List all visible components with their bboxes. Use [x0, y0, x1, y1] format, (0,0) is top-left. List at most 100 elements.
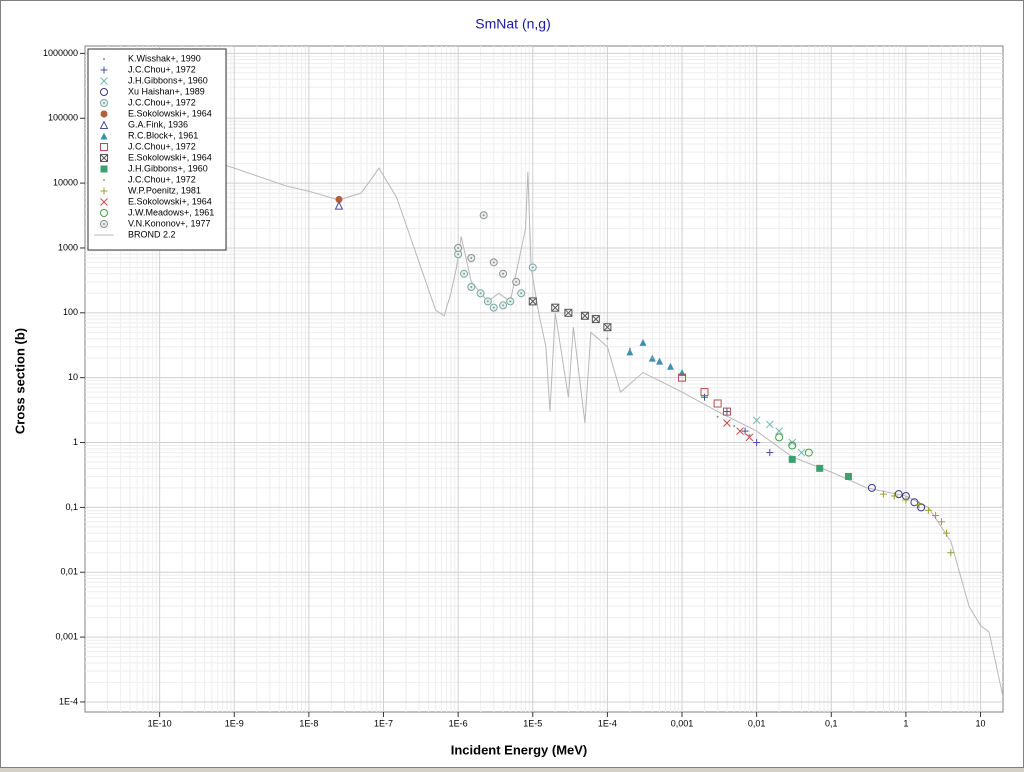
- data-point: [748, 434, 751, 437]
- legend-label: J.H.Gibbons+, 1960: [128, 163, 208, 173]
- data-point: [788, 441, 797, 450]
- data-point: [775, 427, 783, 435]
- legend-marker: [100, 154, 108, 162]
- data-point: [723, 419, 731, 427]
- marker-part: [492, 261, 495, 264]
- data-point: [476, 289, 485, 298]
- marker-part: [775, 427, 783, 435]
- marker-part: [745, 433, 754, 442]
- marker-part: [748, 434, 751, 437]
- data-point: [591, 315, 600, 324]
- data-point: [467, 283, 476, 292]
- marker-part: [100, 143, 108, 151]
- legend-marker: [100, 77, 108, 85]
- data-point: [528, 263, 537, 272]
- legend-label: J.C.Chou+, 1972: [128, 97, 196, 107]
- marker-part: [591, 315, 600, 323]
- data-point: [733, 424, 736, 427]
- marker-part: [716, 415, 719, 418]
- marker-part: [651, 357, 654, 360]
- data-point: [639, 338, 647, 346]
- legend-box: [87, 48, 227, 251]
- data-point: [752, 416, 761, 425]
- data-point: [517, 289, 526, 298]
- marker-part: [531, 266, 534, 269]
- x-tick-label: 1E-9: [225, 718, 244, 728]
- marker-part: [564, 308, 573, 317]
- data-point: [460, 269, 469, 278]
- data-point: [745, 433, 754, 442]
- marker-part: [733, 424, 736, 427]
- y-tick-label: 1: [73, 437, 78, 447]
- marker-part: [775, 433, 784, 442]
- marker-part: [591, 315, 600, 324]
- marker-part: [100, 209, 108, 217]
- marker-part: [656, 357, 664, 365]
- series-layer: [211, 160, 1003, 697]
- marker-part: [335, 195, 343, 203]
- data-point: [489, 303, 498, 312]
- legend-label: V.N.Kononov+, 1977: [128, 218, 211, 228]
- marker-part: [479, 292, 482, 295]
- data-point: [335, 195, 343, 203]
- data-point: [666, 362, 674, 370]
- marker-part: [797, 448, 806, 457]
- data-point: [512, 277, 521, 286]
- data-point: [564, 308, 573, 317]
- data-point: [932, 511, 940, 519]
- marker-part: [103, 58, 105, 60]
- legend-marker: [100, 198, 108, 206]
- y-tick-label: 1000000: [43, 48, 78, 58]
- data-point: [890, 492, 898, 500]
- legend-label: K.Wisshak+, 1990: [128, 53, 201, 63]
- data-point: [924, 506, 932, 514]
- legend-label: R.C.Block+, 1961: [128, 130, 198, 140]
- data-point: [938, 518, 946, 526]
- data-point: [894, 490, 903, 499]
- y-tick-label: 0,001: [55, 631, 78, 641]
- data-point: [947, 549, 955, 557]
- legend-label: E.Sokolowski+, 1964: [128, 152, 212, 162]
- marker-part: [564, 308, 573, 317]
- legend-marker: [100, 187, 108, 195]
- marker-part: [100, 88, 108, 96]
- data-point: [788, 438, 797, 447]
- marker-part: [457, 253, 460, 256]
- marker-part: [910, 498, 919, 507]
- marker-part: [502, 304, 505, 307]
- marker-part: [606, 337, 609, 340]
- data-point: [528, 297, 537, 306]
- data-point: [656, 357, 664, 365]
- legend-marker: [100, 143, 108, 151]
- marker-part: [628, 347, 631, 350]
- data-point: [816, 464, 824, 472]
- y-tick-label: 1E-4: [59, 696, 78, 706]
- marker-part: [100, 154, 108, 162]
- marker-part: [867, 483, 876, 492]
- marker-part: [100, 198, 108, 206]
- y-tick-label: 10000: [53, 177, 78, 187]
- data-point: [606, 337, 609, 340]
- data-point: [651, 357, 654, 360]
- marker-part: [752, 416, 761, 425]
- marker-part: [603, 323, 612, 332]
- legend-label: J.W.Meadows+, 1961: [128, 207, 214, 217]
- marker-part: [765, 420, 774, 429]
- legend-marker: [100, 88, 108, 96]
- y-tick-label: 10: [68, 372, 78, 382]
- data-point: [722, 407, 731, 416]
- data-point: [765, 420, 774, 429]
- data-point: [700, 388, 709, 397]
- marker-part: [551, 303, 560, 312]
- data-point: [499, 269, 508, 278]
- marker-part: [509, 300, 512, 303]
- legend-label: J.H.Gibbons+, 1960: [128, 75, 208, 85]
- marker-part: [626, 348, 634, 356]
- data-point: [943, 529, 951, 537]
- data-point: [716, 415, 719, 418]
- marker-part: [804, 448, 813, 457]
- legend-label: W.P.Poenitz, 1981: [128, 185, 201, 195]
- data-point: [489, 258, 498, 267]
